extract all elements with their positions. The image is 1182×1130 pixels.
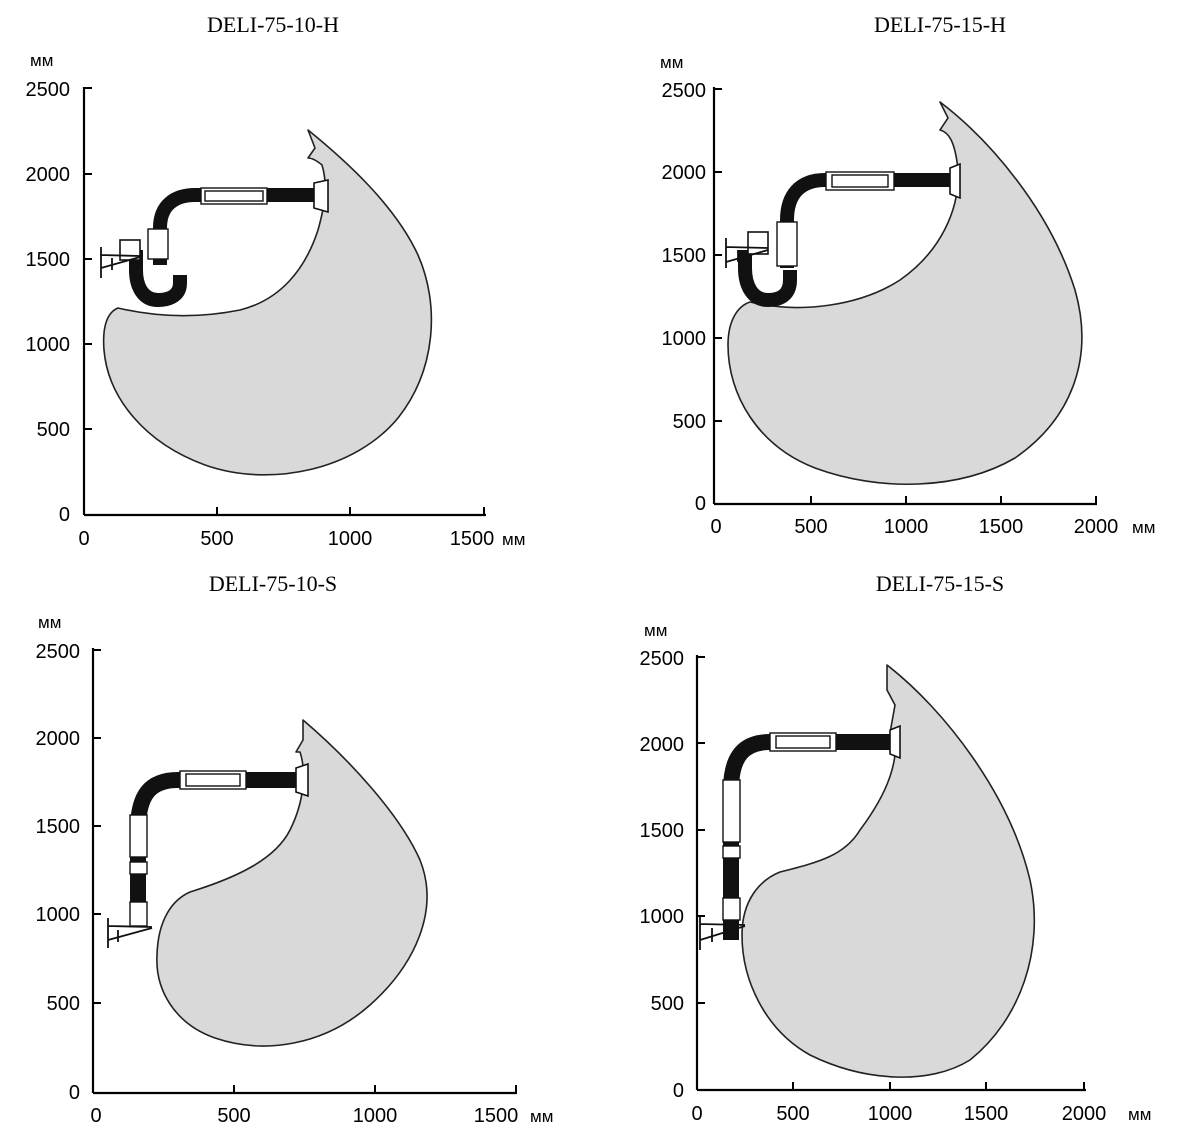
x-tick-label: 0 (691, 1103, 702, 1125)
x-tick-label: 500 (217, 1105, 250, 1127)
x-tick-label: 2000 (1074, 516, 1119, 538)
x-tick-label: 1500 (450, 528, 495, 550)
working-area-envelope (741, 664, 1036, 1078)
extraction-arm (100, 179, 329, 307)
x-tick-label: 2000 (1062, 1103, 1107, 1125)
x-unit-label: мм (502, 530, 525, 549)
x-tick-label: 1500 (979, 516, 1024, 538)
y-tick-label: 2000 (36, 728, 81, 750)
panel-title: DELI-75-10-S (209, 571, 337, 596)
y-tick-label: 2000 (640, 734, 685, 756)
panel-deli-75-15-h: DELI-75-15-H 0 500 1000 1500 2000 2500 (660, 12, 1155, 538)
y-tick-label: 2000 (26, 164, 71, 186)
y-tick-label: 2500 (36, 641, 81, 663)
x-unit-label: мм (530, 1107, 553, 1126)
y-tick-label: 1500 (662, 245, 707, 267)
y-tick-label: 0 (59, 504, 70, 526)
y-tick-label: 1500 (36, 816, 81, 838)
x-tick-label: 1000 (884, 516, 929, 538)
x-unit-label: мм (1128, 1105, 1151, 1124)
y-tick-label: 500 (673, 411, 706, 433)
x-tick-label: 500 (200, 528, 233, 550)
y-unit-label: мм (644, 621, 667, 640)
x-axis-ticks: 0 500 1000 1500 мм (90, 1085, 553, 1127)
panel-title: DELI-75-10-H (207, 12, 339, 37)
x-unit-label: мм (1132, 518, 1155, 537)
x-axis-ticks: 0 500 1000 1500 2000 мм (691, 1082, 1151, 1125)
y-axis-ticks: 0 500 1000 1500 2000 2500 мм (640, 621, 705, 1102)
x-tick-label: 1500 (964, 1103, 1009, 1125)
extraction-arm (725, 162, 961, 307)
y-tick-label: 1000 (36, 904, 81, 926)
panel-deli-75-15-s: DELI-75-15-S 0 500 1000 1500 2000 2500 (640, 571, 1152, 1125)
working-area-envelope (727, 101, 1083, 486)
x-tick-label: 0 (90, 1105, 101, 1127)
working-area-envelope (156, 719, 428, 1047)
y-tick-label: 1000 (662, 328, 707, 350)
y-axis-ticks: 0 500 1000 1500 2000 2500 мм (660, 53, 722, 515)
y-tick-label: 1500 (26, 249, 71, 271)
panel-title: DELI-75-15-H (874, 12, 1006, 37)
y-tick-label: 500 (37, 419, 70, 441)
y-tick-label: 0 (695, 493, 706, 515)
y-unit-label: мм (660, 53, 683, 72)
y-tick-label: 0 (673, 1080, 684, 1102)
x-tick-label: 1000 (353, 1105, 398, 1127)
x-tick-label: 0 (710, 516, 721, 538)
extraction-arm (699, 724, 901, 950)
y-tick-label: 500 (47, 993, 80, 1015)
y-tick-label: 1000 (640, 906, 685, 928)
panel-deli-75-10-s: DELI-75-10-S 0 500 1000 1500 2000 2500 (36, 571, 554, 1127)
x-axis-ticks: 0 500 1000 1500 2000 мм (710, 496, 1155, 538)
y-tick-label: 2500 (662, 80, 707, 102)
x-axis-ticks: 0 500 1000 1500 мм (78, 507, 525, 550)
panel-title: DELI-75-15-S (876, 571, 1004, 596)
extraction-arm (107, 762, 309, 948)
x-tick-label: 1000 (868, 1103, 913, 1125)
y-tick-label: 500 (651, 993, 684, 1015)
y-unit-label: мм (30, 51, 53, 70)
working-area-envelope (102, 129, 433, 476)
y-axis-ticks: 0 500 1000 1500 2000 2500 мм (36, 613, 101, 1104)
y-unit-label: мм (38, 613, 61, 632)
x-tick-label: 0 (78, 528, 89, 550)
y-axis-ticks: 0 500 1000 1500 2000 2500 мм (26, 51, 92, 526)
panel-deli-75-10-h: DELI-75-10-H 0 500 1000 1500 2 (26, 12, 526, 550)
x-tick-label: 500 (794, 516, 827, 538)
x-tick-label: 1000 (328, 528, 373, 550)
y-tick-label: 2500 (640, 648, 685, 670)
y-tick-label: 2000 (662, 162, 707, 184)
x-tick-label: 1500 (474, 1105, 519, 1127)
x-tick-label: 500 (776, 1103, 809, 1125)
y-tick-label: 0 (69, 1082, 80, 1104)
y-tick-label: 2500 (26, 79, 71, 101)
y-tick-label: 1500 (640, 820, 685, 842)
y-tick-label: 1000 (26, 334, 71, 356)
